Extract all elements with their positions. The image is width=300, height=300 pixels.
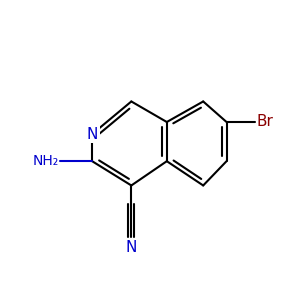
Text: N: N: [126, 240, 137, 255]
Text: NH₂: NH₂: [32, 154, 59, 168]
Text: N: N: [86, 127, 98, 142]
Text: Br: Br: [256, 115, 273, 130]
